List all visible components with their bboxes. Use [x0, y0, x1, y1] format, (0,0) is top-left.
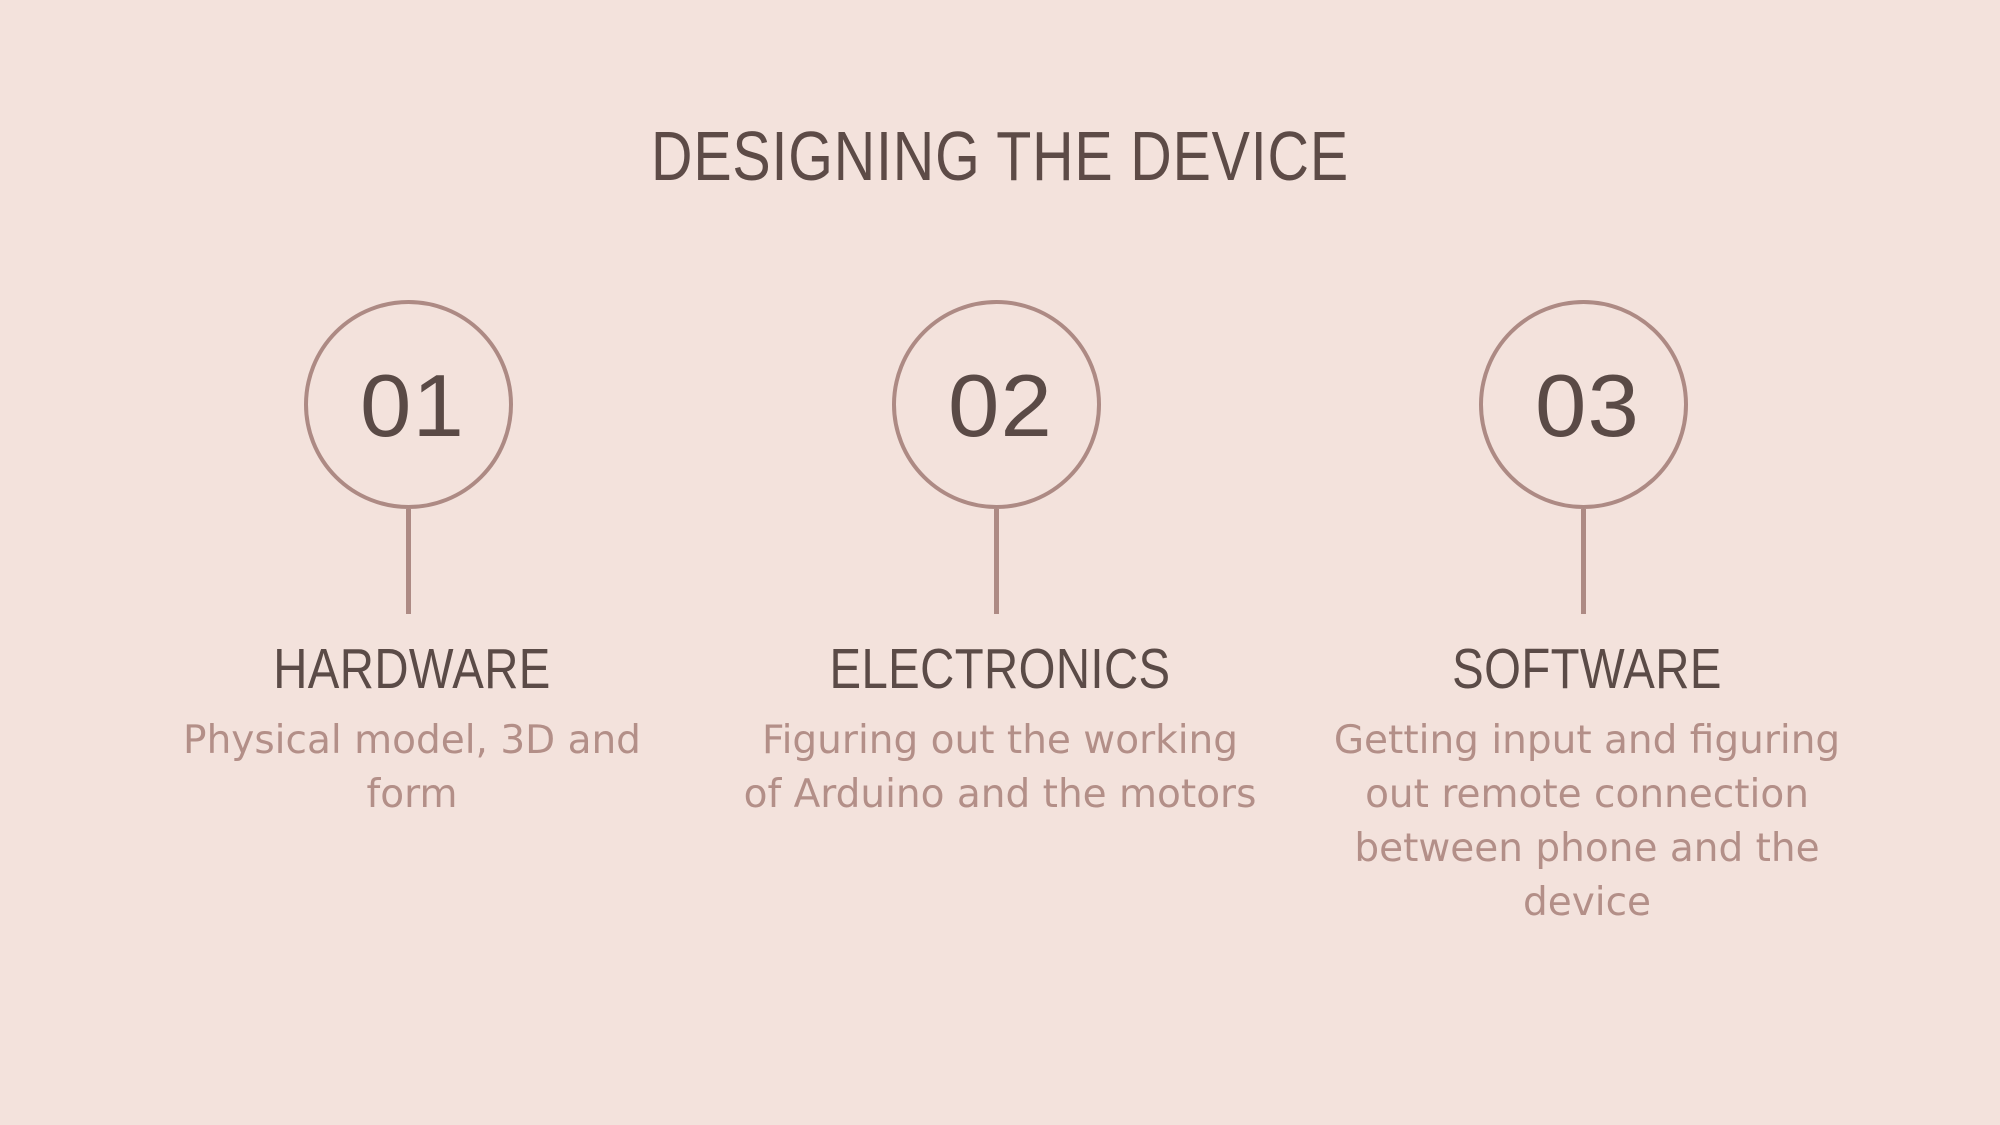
step-number-circle: 02 [892, 300, 1101, 509]
step-number: 01 [360, 356, 465, 455]
step-title: SOFTWARE [1452, 637, 1722, 701]
step-description: Figuring out the working of Arduino and … [743, 718, 1257, 817]
step-number: 02 [948, 356, 1053, 455]
step-description: Physical model, 3D and form [183, 718, 641, 817]
step-number: 03 [1535, 356, 1640, 455]
step-description: Getting input and figuring out remote co… [1333, 718, 1841, 925]
step-connector-line [994, 509, 999, 614]
step-number-circle: 03 [1479, 300, 1688, 509]
step-connector-line [406, 509, 411, 614]
step-electronics: 02 ELECTRONICS Figuring out the working … [740, 300, 1260, 950]
step-title: HARDWARE [273, 637, 551, 701]
step-connector-line [1581, 509, 1586, 614]
step-title: ELECTRONICS [829, 637, 1171, 701]
step-software: 03 SOFTWARE Getting input and figuring o… [1327, 300, 1847, 950]
page-title: DESIGNING THE DEVICE [651, 117, 1349, 195]
step-hardware: 01 HARDWARE Physical model, 3D and form [152, 300, 672, 950]
step-number-circle: 01 [304, 300, 513, 509]
